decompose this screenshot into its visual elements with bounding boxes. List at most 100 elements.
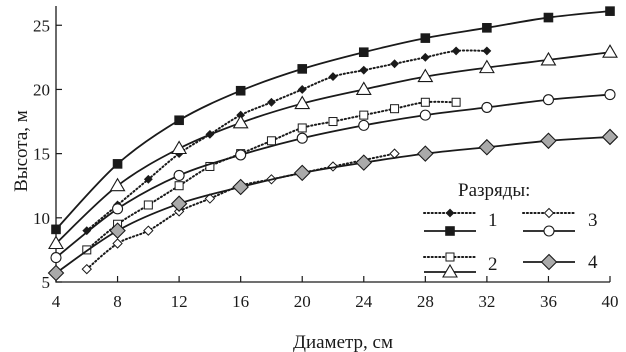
point-marker [442, 263, 458, 278]
point-marker [604, 89, 616, 101]
point-marker [328, 72, 338, 82]
x-tick-label: 36 [540, 292, 557, 311]
legend-label: 3 [588, 210, 598, 231]
point-marker [478, 138, 496, 156]
legend-title: Разряды: [458, 180, 530, 201]
point-marker [50, 252, 62, 264]
series-4-solid [47, 128, 619, 282]
series-group [47, 6, 619, 282]
point-marker [390, 59, 399, 69]
point-marker [293, 164, 311, 182]
point-marker [174, 181, 184, 191]
point-marker [445, 226, 455, 236]
point-marker [328, 117, 338, 127]
series-3-solid [50, 89, 616, 264]
x-ticks: 4 8 12 16 20 24 28 32 36 40 [52, 276, 619, 311]
point-marker [543, 12, 554, 23]
point-marker [81, 263, 92, 275]
x-tick-label: 28 [417, 292, 434, 311]
x-tick-label: 12 [171, 292, 188, 311]
point-marker [451, 46, 461, 56]
point-marker [297, 64, 308, 74]
x-tick-label: 40 [602, 292, 619, 311]
point-marker [297, 123, 307, 133]
point-marker [478, 59, 495, 74]
series-1-solid [51, 6, 615, 235]
point-marker [482, 23, 492, 33]
point-marker [174, 115, 184, 126]
point-marker [47, 264, 65, 282]
point-marker [543, 207, 555, 219]
point-marker [543, 225, 555, 237]
point-marker [359, 65, 369, 75]
point-marker [355, 154, 373, 171]
point-marker [445, 252, 455, 262]
point-marker [143, 174, 153, 184]
series-1-dotted [82, 46, 492, 236]
legend-entry: 3 [522, 207, 598, 231]
point-marker [266, 136, 276, 146]
point-marker [204, 193, 216, 204]
legend-entry: 2 [423, 252, 498, 275]
y-axis-label: Высота, м [11, 110, 32, 192]
point-marker [542, 94, 554, 106]
point-marker [109, 177, 126, 192]
axes [55, 6, 610, 283]
x-axis-label: Диаметр, см [293, 332, 393, 352]
point-marker [48, 235, 64, 250]
point-marker [294, 95, 311, 110]
legend-entry: 4 [523, 252, 598, 273]
x-tick-label: 24 [355, 292, 373, 311]
legend-entry [523, 225, 575, 237]
point-marker [235, 85, 246, 96]
point-marker [112, 159, 123, 169]
point-marker [417, 145, 434, 162]
x-tick-label: 8 [113, 292, 122, 311]
y-tick-label: 15 [33, 145, 50, 164]
point-marker [481, 101, 493, 113]
point-marker [170, 195, 188, 212]
y-tick-label: 20 [33, 80, 50, 99]
point-marker [173, 169, 185, 182]
point-marker [355, 81, 372, 95]
point-marker [358, 47, 369, 58]
point-marker [143, 225, 154, 236]
x-tick-label: 32 [478, 292, 495, 311]
point-marker [420, 97, 430, 107]
point-marker [171, 140, 188, 155]
legend: Разряды: 1 3 2 4 [423, 180, 598, 278]
legend-label: 4 [588, 252, 598, 273]
y-tick-label: 10 [33, 209, 50, 228]
point-marker [419, 109, 431, 121]
series-line [85, 152, 396, 271]
point-marker [601, 128, 619, 146]
series-line [55, 93, 611, 259]
point-marker [540, 132, 557, 150]
point-marker [109, 222, 126, 239]
series-line [55, 10, 611, 230]
point-marker [540, 253, 558, 271]
point-marker [358, 119, 370, 131]
series-line [55, 51, 611, 245]
point-marker [359, 110, 369, 120]
legend-entry [424, 263, 476, 278]
legend-label: 2 [488, 254, 498, 275]
point-marker [232, 178, 249, 196]
point-marker [112, 203, 124, 215]
point-marker [420, 33, 431, 43]
legend-entry [424, 226, 476, 236]
y-tick-label: 5 [42, 273, 51, 292]
y-tick-label: 25 [33, 16, 50, 35]
point-marker [445, 208, 455, 218]
series-2-solid [48, 44, 618, 250]
point-marker [602, 44, 618, 58]
series-3-dotted [81, 148, 400, 275]
point-marker [232, 114, 249, 129]
point-marker [540, 51, 557, 66]
series-line [55, 136, 611, 274]
y-ticks: 5 10 15 20 25 [33, 16, 62, 292]
point-marker [451, 97, 461, 107]
point-marker [390, 104, 400, 114]
point-marker [235, 149, 247, 161]
